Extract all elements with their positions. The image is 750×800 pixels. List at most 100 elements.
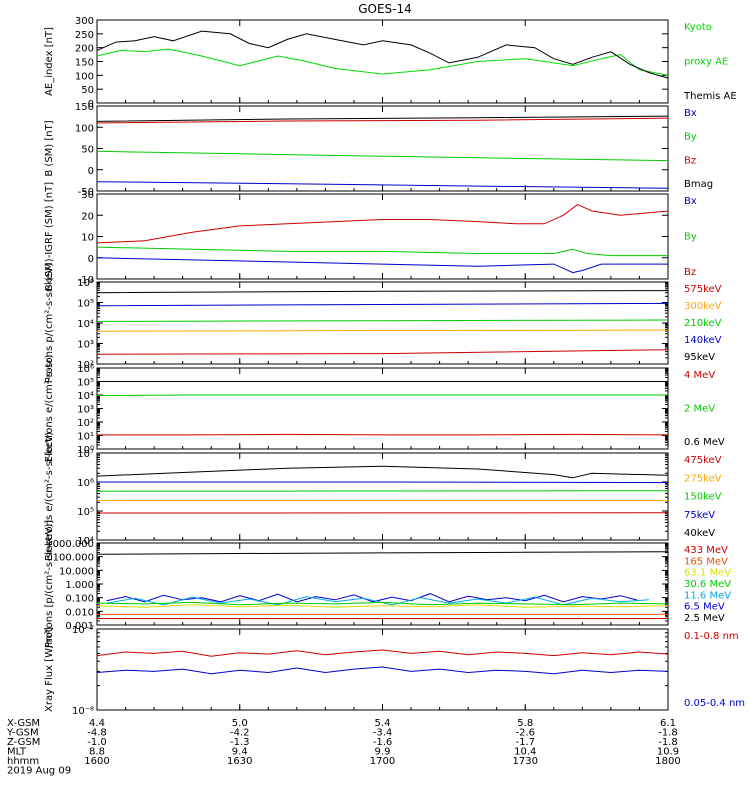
time-row-value: -1.8 xyxy=(658,737,678,748)
legend-entry: 4 MeV xyxy=(684,370,715,381)
time-row-value: -1.7 xyxy=(515,737,535,748)
legend-entry: 0.6 MeV xyxy=(684,437,725,448)
y-tick-label: 0 xyxy=(88,166,94,177)
series-line-bz xyxy=(96,204,669,244)
legend-entry: Bmag xyxy=(684,179,713,190)
y-tick-label: 10⁰ xyxy=(77,445,94,456)
y-tick-label: 10⁵ xyxy=(77,507,94,518)
y-tick-label: 10³ xyxy=(77,405,94,416)
time-row-value: 1600 xyxy=(84,756,109,767)
y-tick-label: -10 xyxy=(78,275,94,286)
legend-entry: 0.1-0.8 nm xyxy=(684,631,739,642)
y-tick-label: 50 xyxy=(81,85,94,96)
legend-entry: By xyxy=(684,232,697,243)
legend-entry: 11.6 MeV xyxy=(684,590,731,601)
panel-electrons1: 10⁰ 10¹ 10² 10³ 10⁴ 10⁵ 10⁶ Electrons e/(cm²-s-… xyxy=(44,355,725,463)
series-line-6-5-mev xyxy=(106,593,640,603)
y-tick-label: 10⁻⁷ xyxy=(72,625,94,636)
y-tick-label: 100 xyxy=(75,123,94,134)
legend-entry: 63.1 MeV xyxy=(684,568,731,579)
legend-entry: 210keV xyxy=(684,318,722,329)
time-row-value: -1.6 xyxy=(373,737,393,748)
time-row-value: 8.8 xyxy=(89,747,105,758)
legend-entry: 2.5 MeV xyxy=(684,613,725,624)
series-line-11-6-mev xyxy=(106,596,650,606)
y-tick-label: 10⁻⁸ xyxy=(72,706,94,717)
legend-entry: 475keV xyxy=(684,455,722,466)
legend-entry: 75keV xyxy=(684,510,715,521)
panel-frame xyxy=(96,19,669,104)
y-tick-label: 0.010 xyxy=(65,607,94,618)
y-tick-label: 10² xyxy=(77,360,94,371)
legend-entry: 95keV xyxy=(684,352,715,363)
time-row-value: 9.9 xyxy=(375,747,391,758)
series-line-63-1-mev xyxy=(96,604,669,608)
series-line-0-1-0-8-nm xyxy=(96,649,669,657)
panel-xray: 10⁻⁸ 10⁻⁷ Xray Flux [W/m²] 0.1-0.8 nm 0.05-0… xyxy=(44,625,745,717)
time-row-value: 10.4 xyxy=(514,747,536,758)
y-tick-label: 100 xyxy=(75,71,94,82)
y-tick-label: 10⁴ xyxy=(77,319,94,330)
chart-title: GOES-14 xyxy=(358,2,412,16)
y-tick-label: 10⁶ xyxy=(77,478,94,489)
y-tick-label: 10⁴ xyxy=(77,536,94,547)
series-line-bmag xyxy=(96,115,669,122)
time-row-value: -3.4 xyxy=(373,728,393,739)
time-row-value: 6.1 xyxy=(660,718,676,729)
legend-entry: 150keV xyxy=(684,492,722,503)
time-row-value: -1.0 xyxy=(87,737,107,748)
time-row-value: 1800 xyxy=(655,756,680,767)
legend-entry: 433 MeV xyxy=(684,545,728,556)
time-row-value: -1.3 xyxy=(230,737,250,748)
y-tick-label: 10¹ xyxy=(77,432,94,443)
panel-ae: 0 50 100 150 200 250 300 AE_index [nT] Kyoto prox… xyxy=(44,16,737,110)
panel-frame xyxy=(96,367,669,450)
panel-hiprotons: 0.001 0.010 0.100 1.000 10.000 100.000 1000.00… xyxy=(44,520,731,648)
legend-entry: Themis AE xyxy=(683,91,737,102)
series-line-40kev xyxy=(96,465,669,479)
y-tick-label: 0.001 xyxy=(65,621,94,632)
date-label: 2019 Aug 09 xyxy=(7,766,71,777)
legend-entry: Kyoto xyxy=(684,22,712,33)
panel-frame xyxy=(96,542,669,626)
y-axis-label: Protons p/(cm²-s-sr-keV) xyxy=(44,263,55,384)
legend-entry: 300keV xyxy=(684,301,722,312)
y-axis-label: Electrons e/(cm²-s-sr-keV) xyxy=(44,432,55,561)
legend-entry: 165 MeV xyxy=(684,556,728,567)
legend-entry: Bx xyxy=(684,108,697,119)
series-line-2-mev xyxy=(96,394,668,397)
y-tick-label: 10 xyxy=(81,233,94,244)
legend-entry: 0.05-0.4 nm xyxy=(684,698,745,709)
y-axis-label: Xray Flux [W/m²] xyxy=(44,627,55,712)
time-row-value: 1700 xyxy=(370,756,395,767)
time-row-value: 5.0 xyxy=(232,718,248,729)
y-tick-label: 200 xyxy=(75,44,94,55)
legend-entry: 30.6 MeV xyxy=(684,579,731,590)
time-row-value: -1.8 xyxy=(658,728,678,739)
y-axis-label: B (SM)-IGRF (SM) [nT] xyxy=(44,182,55,291)
time-row-value: 5.4 xyxy=(375,718,391,729)
series-line-95kev xyxy=(96,349,669,355)
series-line-2-5-mev xyxy=(96,551,669,555)
series-line-4-mev xyxy=(97,433,669,436)
legend-entry: 40keV xyxy=(684,528,715,539)
panel-bsm: -50 0 50 100 150 B (SM) [nT] Bx By Bz Bmag xyxy=(44,102,713,198)
y-tick-label: 150 xyxy=(75,102,94,113)
series-line-150kev xyxy=(96,490,669,492)
y-axis-label: Protons [p/(cm²-s-sr-keV)] xyxy=(44,520,55,648)
panel-protons: 10² 10³ 10⁴ 10⁵ 10⁶ Protons p/(cm²-s-sr-keV) 5… xyxy=(44,263,722,384)
legend-entry: By xyxy=(684,132,697,143)
time-row-value: -4.2 xyxy=(230,728,250,739)
legend-entry: Bz xyxy=(684,267,696,278)
series-line-by xyxy=(96,150,669,162)
y-tick-label: 300 xyxy=(75,16,94,27)
legend-entry: proxy AE xyxy=(684,57,728,68)
legend-entry: 140keV xyxy=(684,335,722,346)
time-row-label: MLT xyxy=(7,747,27,758)
y-tick-label: 20 xyxy=(81,211,94,222)
y-tick-label: 50 xyxy=(81,145,94,156)
y-tick-label: 0.100 xyxy=(65,594,94,605)
y-axis-label: AE_index [nT] xyxy=(44,27,55,96)
y-tick-label: 10⁷ xyxy=(77,449,94,460)
